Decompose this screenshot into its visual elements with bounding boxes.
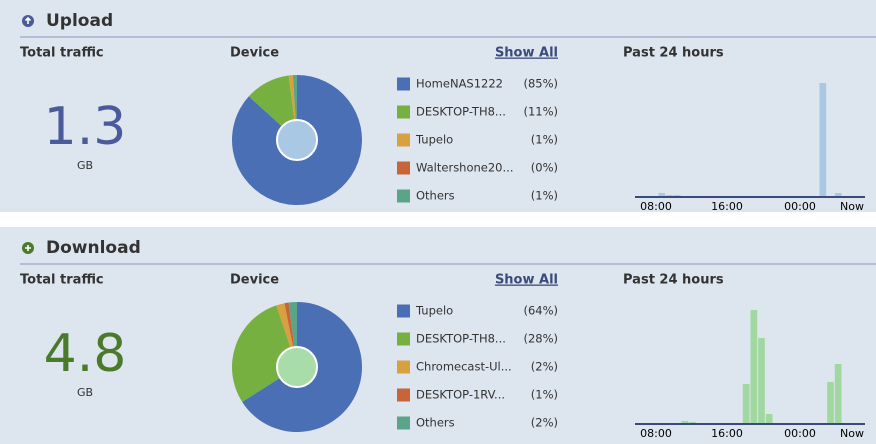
- legend-percent: (1%): [531, 133, 558, 147]
- legend-swatch: [397, 416, 410, 430]
- section-title: Upload: [46, 11, 113, 31]
- legend-name: Others: [416, 189, 455, 203]
- bar: [827, 382, 834, 424]
- legend-percent: (11%): [523, 105, 558, 119]
- show-all-link[interactable]: Show All: [495, 46, 558, 61]
- legend-percent: (1%): [531, 189, 558, 203]
- past-label: Past 24 hours: [623, 273, 724, 288]
- section: Upload Total traffic 1.3 GB Device Show All Pa…: [0, 0, 876, 213]
- legend-percent: (1%): [531, 388, 558, 402]
- pie-hole: [276, 346, 318, 388]
- legend-name: Tupelo: [415, 133, 453, 147]
- past-label: Past 24 hours: [623, 46, 724, 61]
- x-tick-label: 08:00: [640, 427, 672, 440]
- legend-swatch: [397, 161, 410, 175]
- legend-swatch: [397, 77, 410, 91]
- legend-swatch: [397, 105, 410, 119]
- legend-percent: (0%): [531, 161, 558, 175]
- bar: [765, 414, 773, 424]
- legend-swatch: [397, 388, 410, 402]
- bar: [658, 193, 666, 197]
- total-unit: GB: [77, 159, 93, 172]
- bar: [834, 193, 842, 197]
- legend-swatch: [397, 189, 410, 203]
- device-label: Device: [230, 46, 279, 61]
- device-label: Device: [230, 273, 279, 288]
- section-bg: [0, 0, 876, 212]
- legend-name: DESKTOP-TH8...: [416, 332, 506, 346]
- bar: [834, 364, 842, 424]
- legend-name: DESKTOP-TH8...: [416, 105, 506, 119]
- show-all-link[interactable]: Show All: [495, 273, 558, 288]
- legend-percent: (85%): [523, 77, 558, 91]
- legend-percent: (2%): [531, 416, 558, 430]
- icon-glyph: [25, 245, 31, 251]
- x-tick-label: Now: [840, 200, 864, 213]
- x-tick-label: 08:00: [640, 200, 672, 213]
- x-tick-label: 00:00: [784, 427, 816, 440]
- icon-glyph: [24, 16, 32, 24]
- legend-name: Waltershone20...: [416, 161, 513, 175]
- legend-name: DESKTOP-1RV...: [416, 388, 505, 402]
- section-bg: [0, 227, 876, 444]
- legend-name: Chromecast-Ul...: [416, 360, 512, 374]
- x-tick-label: 16:00: [711, 200, 743, 213]
- legend-name: Others: [416, 416, 455, 430]
- total-unit: GB: [77, 386, 93, 399]
- bar: [681, 421, 689, 424]
- total-label: Total traffic: [20, 46, 104, 61]
- x-tick-label: 00:00: [784, 200, 816, 213]
- legend-name: Tupelo: [415, 304, 453, 318]
- total-value: 1.3: [44, 97, 127, 157]
- bar: [742, 384, 750, 424]
- legend-swatch: [397, 304, 410, 318]
- total-label: Total traffic: [20, 273, 104, 288]
- total-value: 4.8: [44, 324, 127, 384]
- x-tick-label: 16:00: [711, 427, 743, 440]
- legend-swatch: [397, 360, 410, 374]
- legend-name: HomeNAS1222: [416, 77, 503, 91]
- legend-percent: (2%): [531, 360, 558, 374]
- section-title: Download: [46, 238, 141, 258]
- bar: [750, 310, 758, 424]
- pie-hole: [276, 119, 318, 161]
- legend-percent: (64%): [523, 304, 558, 318]
- bar: [758, 338, 765, 424]
- legend-swatch: [397, 332, 410, 346]
- bar: [819, 83, 827, 197]
- section: Download Total traffic 4.8 GB Device Show All…: [0, 227, 876, 444]
- legend-swatch: [397, 133, 410, 147]
- pie-slice: [231, 305, 297, 402]
- x-tick-label: Now: [840, 427, 864, 440]
- legend-percent: (28%): [523, 332, 558, 346]
